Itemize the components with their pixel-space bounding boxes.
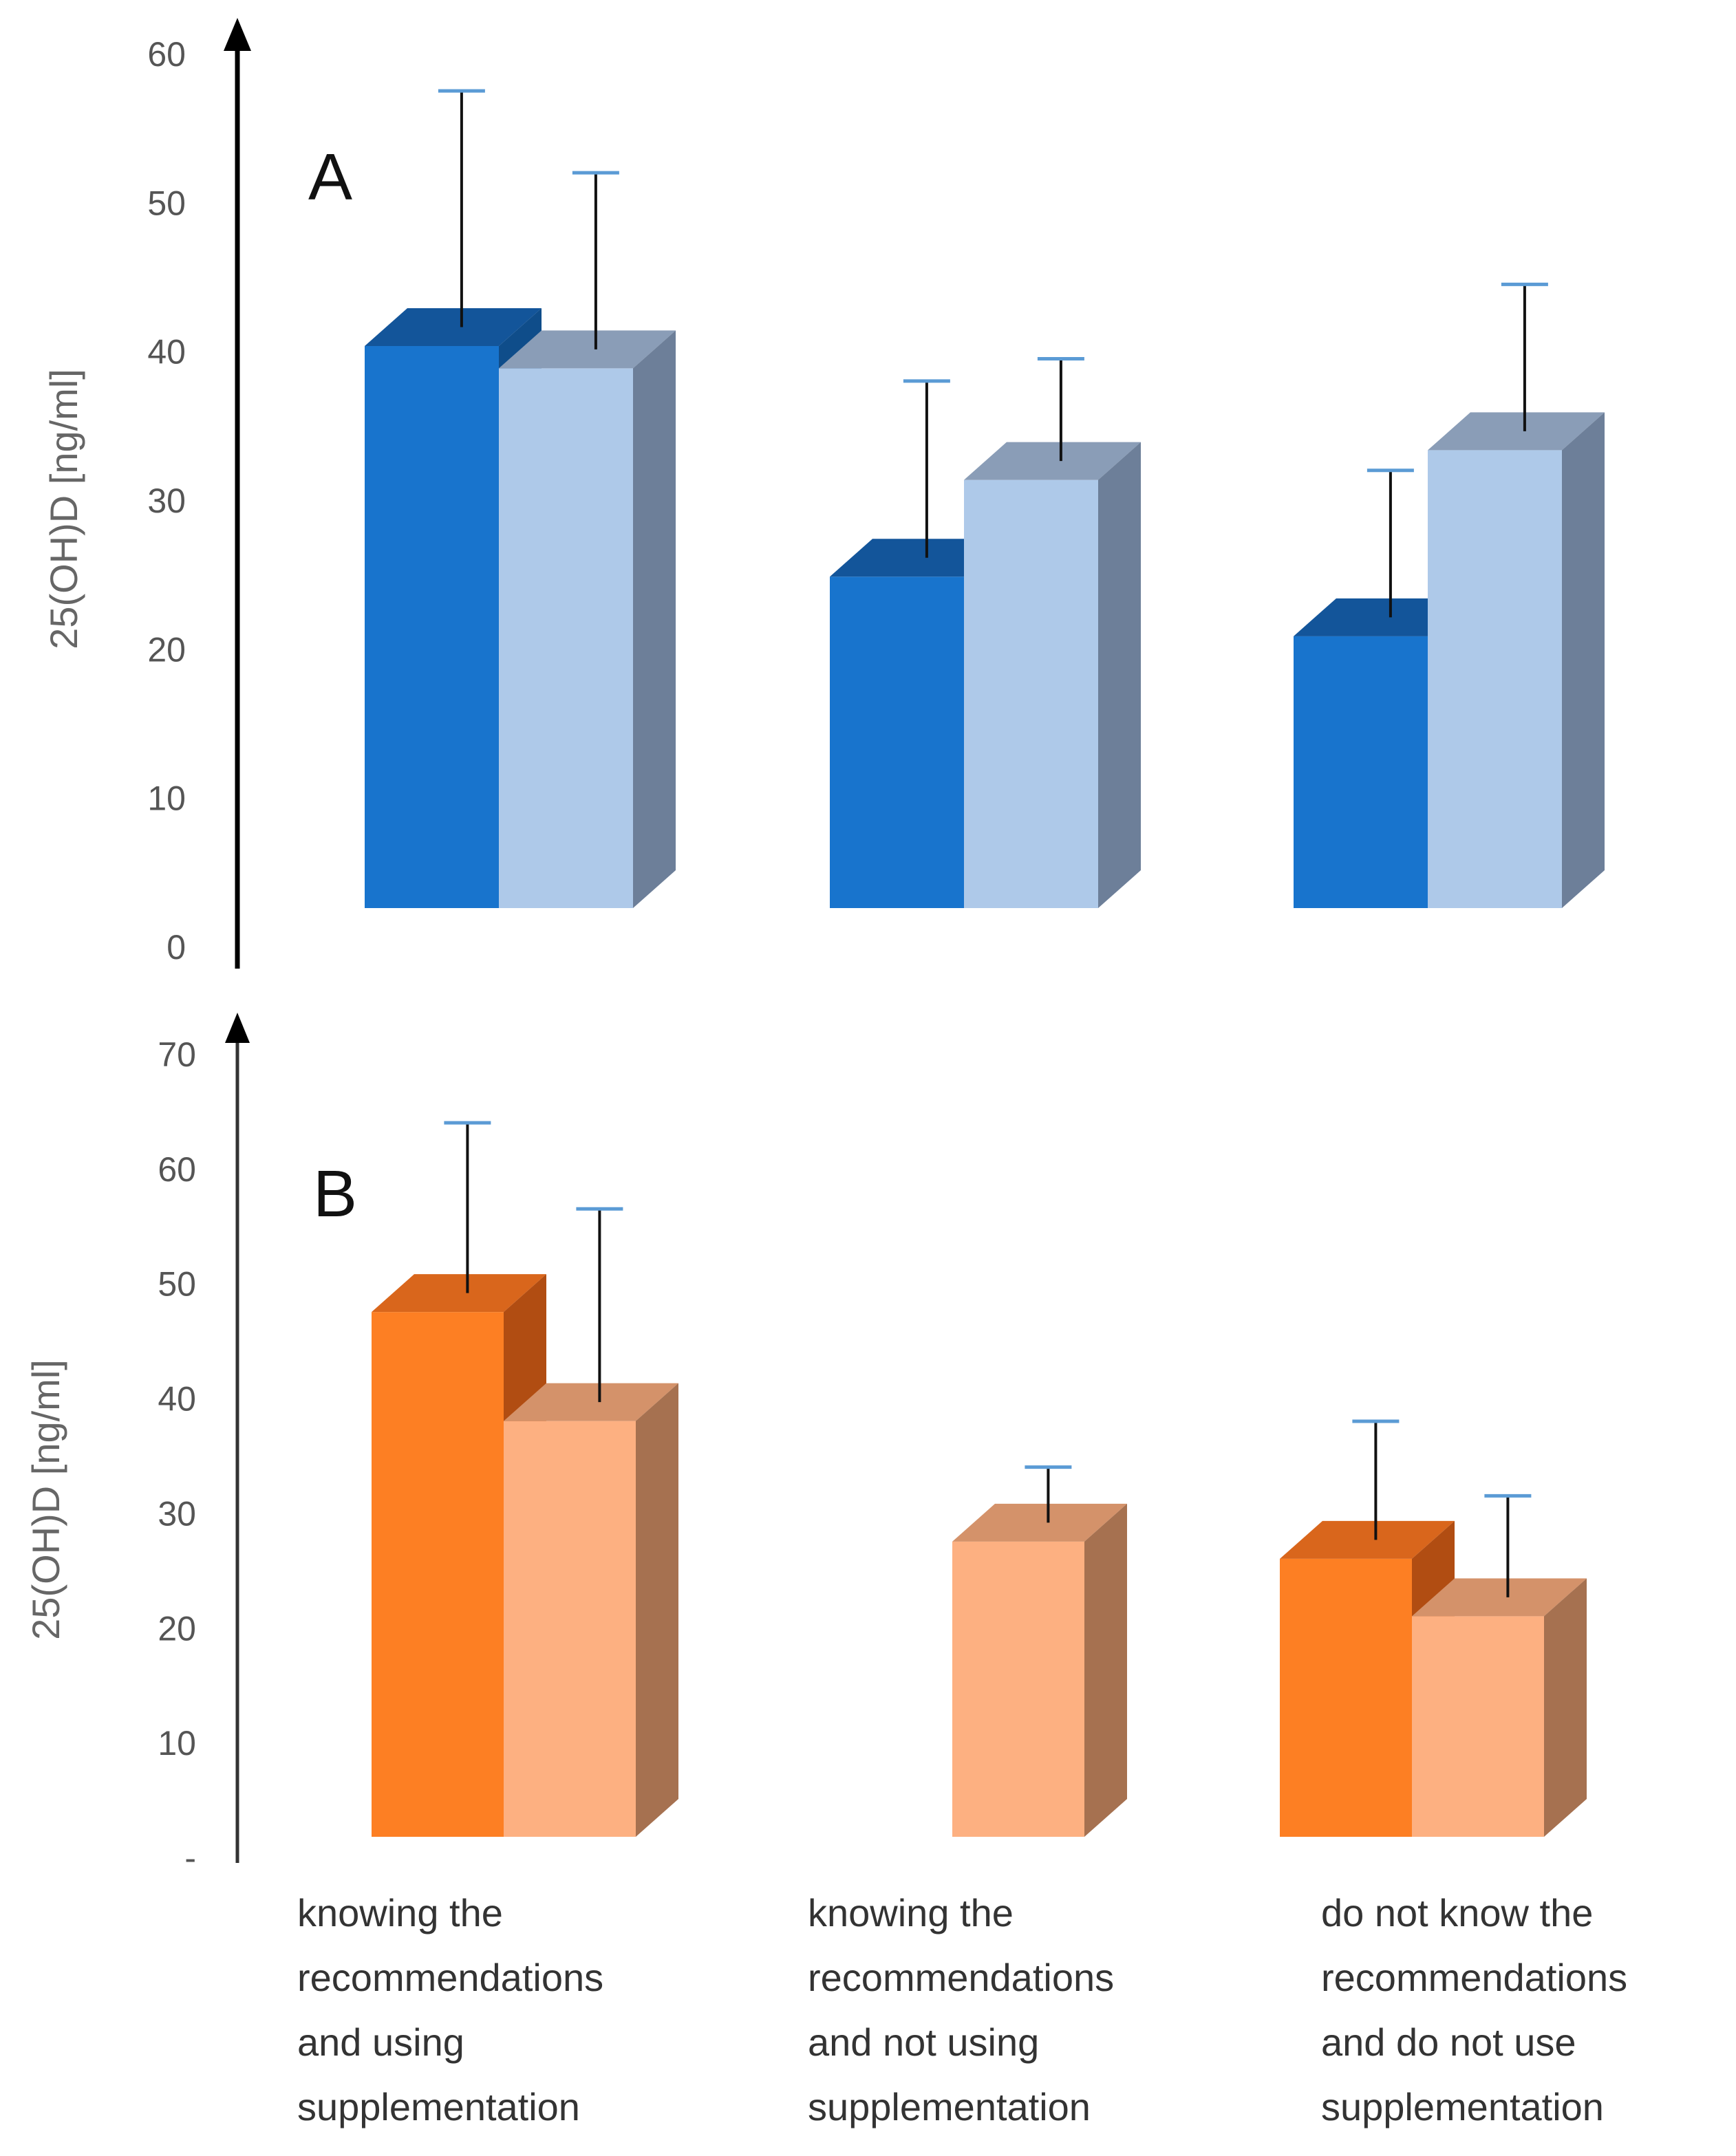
panel-b-bar-front	[372, 1312, 504, 1837]
panel-b-bar-series-2-cat-3	[1412, 1494, 1587, 1837]
panel-b-bar-top	[372, 1274, 546, 1313]
panel-b-y-tick-label: 60	[158, 1150, 196, 1189]
panel-b-bar-front	[952, 1541, 1084, 1837]
panel-b-ticks: - 10 20 30 40 50 60 70	[158, 1035, 196, 1877]
panel-a-y-tick-label: 0	[167, 928, 186, 967]
panel-b-bar-series-2-cat-2	[952, 1465, 1127, 1837]
panel-a: A 25(OH)D [ng/ml] 0 10 20 30 40 50 60	[42, 18, 1605, 969]
panel-a-y-tick-label: 30	[147, 482, 186, 520]
panel-a-bar-front	[499, 368, 633, 908]
panel-a-y-tick-label: 40	[147, 333, 186, 371]
panel-b-bar-top	[1412, 1578, 1587, 1617]
panel-b-bar-front	[504, 1421, 636, 1837]
panel-b-bar-side	[1544, 1578, 1587, 1837]
panel-a-bar-series-2-cat-1	[499, 171, 676, 909]
panel-a-bar-side	[1562, 412, 1605, 908]
panel-b-y-axis-label: 25(OH)D [ng/ml]	[24, 1359, 67, 1640]
x-category-label-2-line-4: supplementation	[808, 2085, 1091, 2128]
panel-a-y-tick-label: 10	[147, 779, 186, 818]
panel-b-bar-front	[1412, 1616, 1544, 1837]
panel-a-y-tick-label: 20	[147, 630, 186, 669]
panel-b-bar-top	[952, 1503, 1127, 1542]
panel-a-bar-front	[1294, 636, 1428, 908]
x-category-label-2-line-2: recommendations	[808, 1956, 1115, 1999]
panel-b-letter: B	[313, 1157, 357, 1231]
panel-b-bar-top	[504, 1383, 678, 1421]
panel-a-y-axis-arrow	[224, 18, 251, 51]
x-category-label-2-line-3: and not using	[808, 2020, 1040, 2064]
panel-a-bar-top	[830, 539, 1007, 577]
panel-b-y-tick-label: 40	[158, 1380, 196, 1419]
panel-b-bar-side	[1084, 1503, 1127, 1837]
panel-a-y-tick-label: 60	[147, 35, 186, 74]
panel-b-bar-top	[1280, 1520, 1455, 1559]
panel-a-bar-front	[830, 576, 964, 908]
x-category-label-1-line-3: and using	[297, 2020, 464, 2064]
x-category-label-3-line-2: recommendations	[1321, 1956, 1628, 1999]
panel-a-bar-top	[964, 442, 1141, 480]
panel-b-bar-side	[636, 1383, 678, 1837]
panel-a-bar-front	[365, 345, 499, 908]
panel-a-bar-series-2-cat-3	[1428, 282, 1605, 908]
panel-a-bar-top	[365, 308, 542, 346]
panel-b-y-tick-label: 30	[158, 1494, 196, 1533]
panel-b-bars	[372, 1121, 1587, 1837]
panel-a-bar-front	[1428, 450, 1562, 908]
panel-a-bar-side	[1098, 442, 1141, 908]
panel-b-y-axis-arrow	[225, 1013, 250, 1043]
panel-a-bars	[365, 89, 1605, 909]
panel-a-bar-top	[1294, 598, 1470, 636]
panel-a-bar-top	[1428, 412, 1605, 451]
panel-a-letter: A	[308, 140, 352, 214]
panel-a-bar-front	[964, 479, 1098, 908]
x-category-label-2-line-1: knowing the	[808, 1891, 1014, 1934]
x-category-label-1-line-2: recommendations	[297, 1956, 604, 1999]
x-category-label-3: do not know the recommendations and do n…	[1321, 1881, 1627, 2139]
panel-a-bar-side	[633, 330, 676, 909]
x-category-label-1: knowing the recommendations and using su…	[297, 1881, 603, 2139]
panel-b-y-tick-label: 70	[158, 1035, 196, 1074]
x-category-label-2: knowing the recommendations and not usin…	[808, 1881, 1114, 2139]
x-category-label-1-line-4: supplementation	[297, 2085, 580, 2128]
panel-a-bar-top	[499, 330, 676, 369]
panel-b: B 25(OH)D [ng/ml] - 10 20 30 40 50 60 70	[24, 1013, 1587, 1877]
panel-b-bar-series-2-cat-1	[504, 1207, 678, 1837]
panel-a-ticks: 0 10 20 30 40 50 60	[147, 35, 186, 967]
panel-b-y-tick-label: -	[184, 1839, 196, 1877]
panel-b-y-tick-label: 20	[158, 1609, 196, 1648]
panel-a-bar-series-2-cat-2	[964, 356, 1141, 908]
panel-b-bar-front	[1280, 1558, 1412, 1837]
x-category-label-3-line-1: do not know the	[1321, 1891, 1594, 1934]
panel-a-y-tick-label: 50	[147, 184, 186, 222]
x-category-label-3-line-3: and do not use	[1321, 2020, 1576, 2064]
x-category-label-1-line-1: knowing the	[297, 1891, 503, 1934]
panel-b-y-tick-label: 10	[158, 1724, 196, 1762]
panel-a-y-axis-label: 25(OH)D [ng/ml]	[42, 369, 85, 649]
x-category-label-3-line-4: supplementation	[1321, 2085, 1604, 2128]
panel-b-y-tick-label: 50	[158, 1265, 196, 1304]
